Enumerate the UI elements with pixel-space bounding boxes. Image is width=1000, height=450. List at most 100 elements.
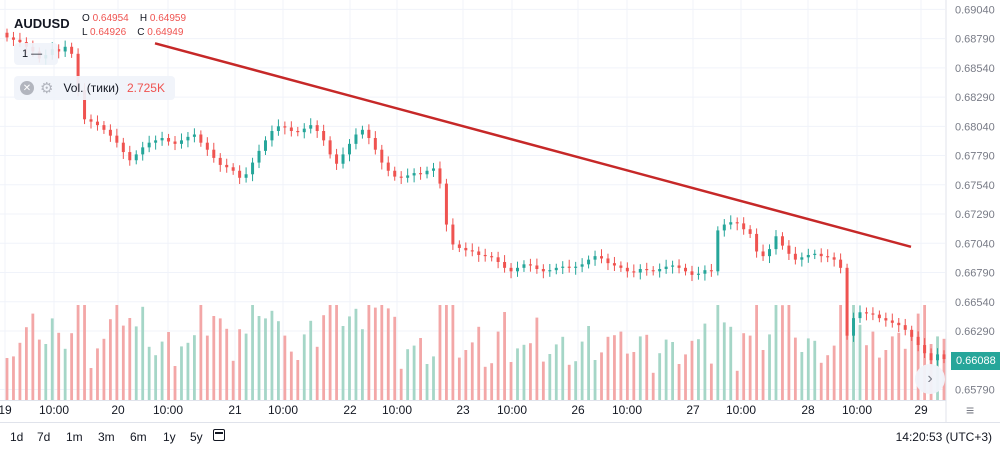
candle-body	[406, 175, 410, 178]
price-tick-label: 0.66540	[955, 297, 995, 309]
volume-bar	[903, 348, 907, 400]
candle-body	[625, 267, 629, 272]
time-tick-label: 10:00	[497, 403, 527, 417]
volume-bar	[806, 338, 810, 400]
range-1d[interactable]: 1d	[10, 430, 24, 444]
candle-body	[819, 253, 823, 257]
volume-bar	[63, 348, 67, 400]
volume-bar	[865, 345, 868, 400]
candle-body	[470, 250, 474, 252]
candle-body	[231, 167, 235, 171]
volume-bar	[587, 326, 590, 400]
volume-bar	[703, 323, 707, 400]
volume-bar	[768, 334, 771, 400]
volume-bar	[697, 339, 700, 400]
candle-body	[5, 32, 9, 38]
volume-bar	[813, 340, 817, 400]
volume-bar	[367, 305, 371, 400]
volume-bar	[244, 333, 248, 400]
candle-body	[496, 257, 500, 262]
time-tick-label: 23	[456, 403, 470, 417]
volume-bar	[341, 326, 345, 400]
close-label: C	[137, 27, 145, 38]
candle-body	[63, 46, 67, 52]
candle-body	[393, 170, 397, 177]
range-3m[interactable]: 3m	[98, 430, 115, 444]
price-tick-label: 0.67790	[955, 151, 995, 163]
time-tick-label: 22	[343, 403, 357, 417]
candle-body	[554, 267, 558, 271]
volume-bar	[393, 316, 397, 400]
scroll-right-button[interactable]: ›	[915, 364, 945, 394]
volume-bar	[613, 335, 616, 400]
candle-body	[147, 142, 151, 148]
candle-body	[83, 90, 87, 120]
candle-body	[108, 129, 112, 136]
candle-body	[11, 37, 15, 40]
candle-body	[619, 265, 623, 268]
range-1m[interactable]: 1m	[66, 430, 83, 444]
high-label: H	[139, 13, 148, 24]
volume-bar	[406, 349, 410, 400]
candle-body	[212, 149, 216, 158]
volume-bar	[102, 338, 106, 400]
candle-body	[871, 313, 875, 315]
candle-body	[238, 170, 242, 178]
range-1y[interactable]: 1y	[163, 430, 176, 444]
volume-bar	[464, 350, 468, 400]
volume-bar	[412, 345, 416, 400]
candle-body	[528, 264, 532, 266]
candle-body	[735, 222, 739, 224]
candle-body	[167, 138, 171, 142]
time-tick-label: 10:00	[612, 403, 642, 417]
candle-body	[664, 266, 668, 270]
candle-body	[141, 147, 145, 155]
candle-body	[276, 126, 280, 131]
volume-bar	[147, 346, 151, 400]
candle-body	[457, 244, 461, 248]
volume-legend[interactable]: ✕ ⚙ Vol. (тики) 2.725K	[14, 76, 175, 100]
range-5y[interactable]: 5y	[190, 430, 203, 444]
volume-bar	[619, 331, 623, 400]
volume-bar	[445, 305, 448, 400]
volume-bar	[548, 354, 552, 400]
volume-bar	[264, 318, 267, 400]
volume-bar	[606, 336, 610, 400]
candle-body	[315, 125, 319, 131]
price-tick-label: 0.65790	[955, 384, 995, 396]
candle-body	[89, 119, 93, 122]
volume-bar	[600, 352, 603, 400]
candle-body	[373, 138, 377, 150]
volume-bar	[373, 307, 377, 400]
candle-body	[677, 265, 681, 268]
volume-bar	[186, 342, 190, 400]
candle-body	[897, 322, 901, 326]
candle-body	[341, 154, 345, 164]
range-6m[interactable]: 6m	[130, 430, 147, 444]
volume-bar	[167, 332, 170, 400]
candle-body	[205, 142, 209, 150]
low-value: 0.64926	[89, 27, 127, 38]
volume-bar	[580, 341, 584, 400]
symbol-title: AUDUSD	[14, 16, 70, 31]
candle-body	[612, 263, 616, 266]
candle-body	[270, 130, 274, 141]
candle-body	[503, 261, 507, 268]
range-7d[interactable]: 7d	[37, 430, 51, 444]
volume-bar	[218, 318, 222, 400]
volume-bar	[212, 316, 216, 400]
volume-bar	[12, 356, 15, 400]
gear-icon[interactable]: ⚙	[40, 80, 54, 97]
candle-body	[839, 259, 843, 268]
calendar-icon[interactable]	[213, 429, 225, 441]
axis-settings-icon[interactable]: ≡	[966, 402, 975, 418]
candle-body	[606, 258, 610, 264]
time-tick-label: 27	[686, 403, 700, 417]
volume-bar	[755, 305, 758, 400]
close-circle-icon[interactable]: ✕	[20, 81, 34, 95]
pane-collapse-button[interactable]: 1 —	[14, 43, 58, 65]
candle-body	[845, 267, 849, 336]
volume-bar	[309, 320, 313, 400]
candle-body	[360, 129, 364, 135]
